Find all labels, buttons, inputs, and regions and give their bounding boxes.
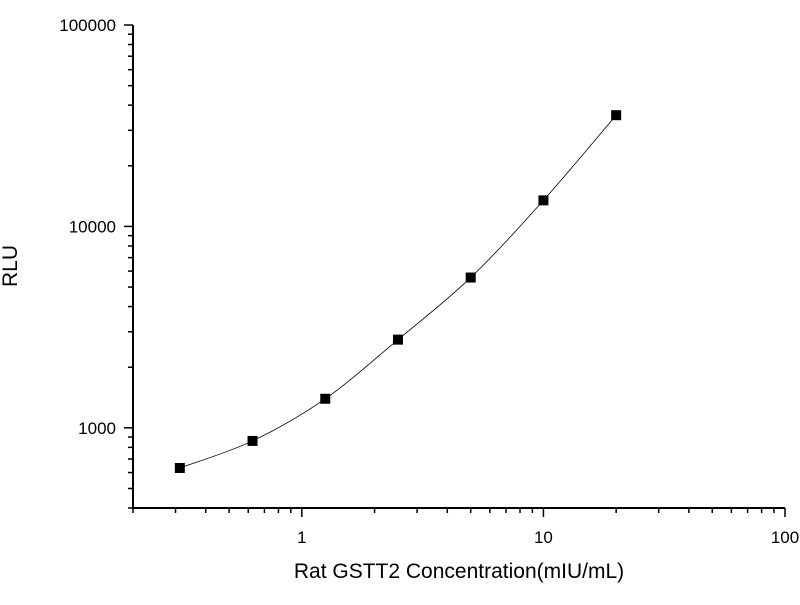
data-point	[174, 462, 185, 473]
x-tick-label: 100	[771, 528, 799, 547]
data-point	[538, 195, 549, 206]
x-tick-label: 10	[534, 528, 553, 547]
y-tick-label: 100000	[59, 16, 116, 35]
y-axis-label: RLU	[0, 245, 22, 287]
data-point	[611, 110, 622, 121]
data-point	[247, 435, 258, 446]
data-point	[392, 334, 403, 345]
x-tick-label: 1	[297, 528, 306, 547]
data-point	[465, 272, 476, 283]
ticks: 1 10 100 1000 10000 100000	[59, 16, 799, 547]
y-tick-label: 10000	[69, 217, 116, 236]
axes	[132, 25, 785, 509]
y-tick-label: 1000	[78, 419, 116, 438]
fit-curve	[179, 114, 617, 469]
x-axis-label: Rat GSTT2 Concentration(mIU/mL)	[294, 560, 624, 583]
data-point	[320, 393, 331, 404]
data-points	[174, 110, 622, 473]
